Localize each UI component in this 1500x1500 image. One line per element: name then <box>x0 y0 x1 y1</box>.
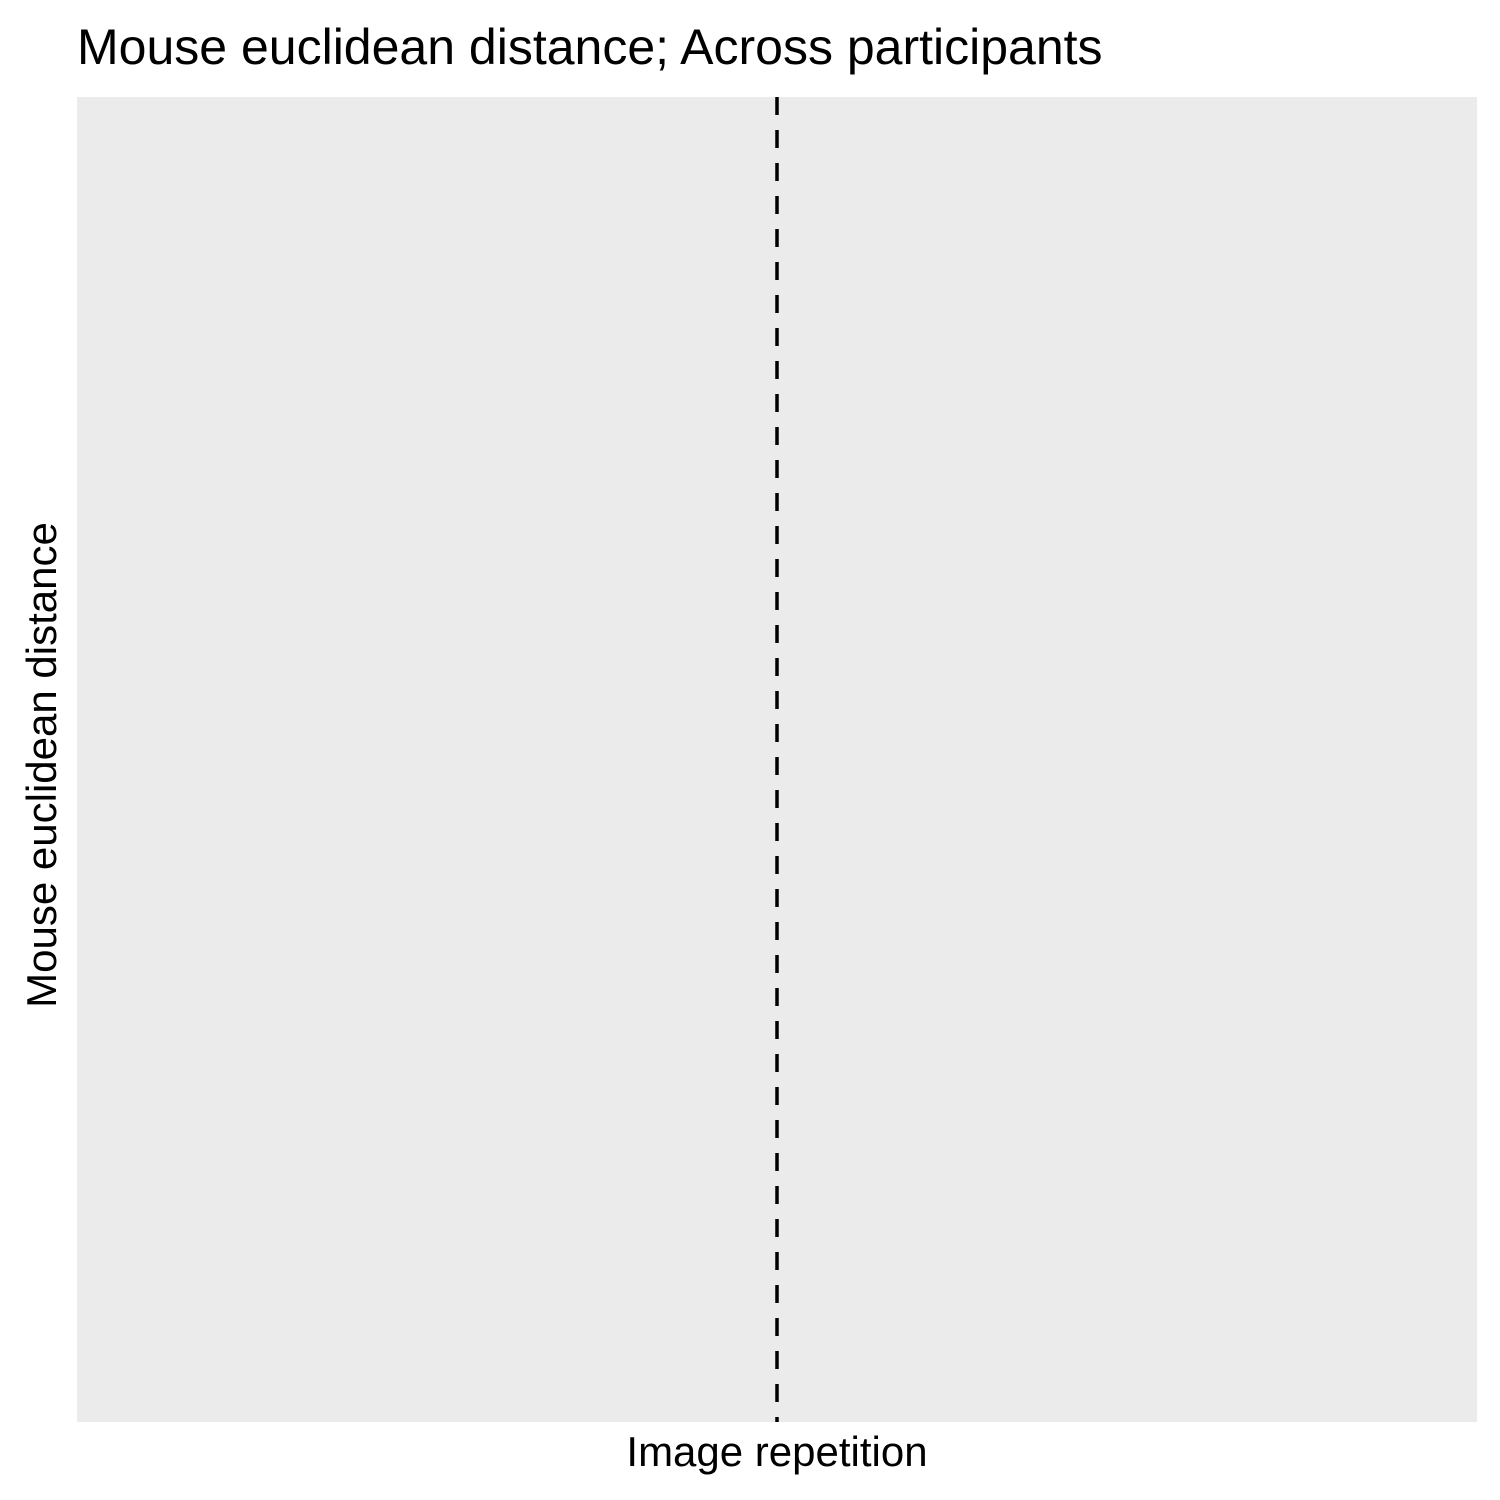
y-axis-label: Mouse euclidean distance <box>18 522 65 1008</box>
chart-title: Mouse euclidean distance; Across partici… <box>77 19 1103 75</box>
x-axis-label: Image repetition <box>626 1428 928 1475</box>
